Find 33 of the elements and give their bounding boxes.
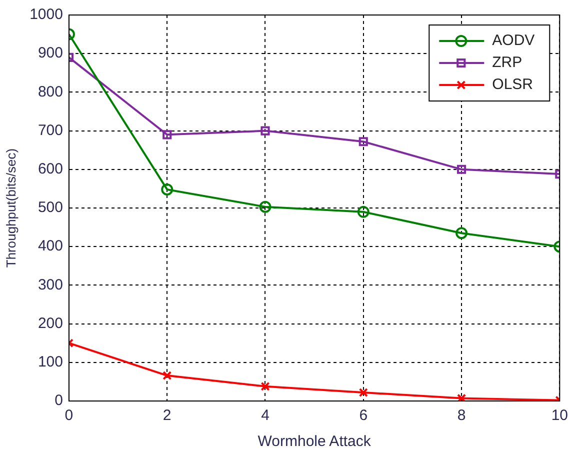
x-tick-label: 2 [162, 407, 172, 424]
y-tick-label: 100 [38, 354, 63, 371]
y-tick-label: 200 [38, 314, 63, 332]
point [358, 137, 368, 146]
point [456, 227, 468, 240]
point [161, 183, 174, 196]
y-tick-label: 800 [38, 83, 63, 100]
x-axis-title: Wormhole Attack [258, 433, 372, 450]
y-tick-label: 700 [38, 122, 63, 139]
x-tick-label: 8 [457, 407, 466, 424]
point [162, 370, 172, 380]
y-tick-label: 400 [38, 238, 63, 255]
y-tick-label: 900 [38, 44, 63, 62]
legend-label: ZRP [492, 54, 522, 72]
point [456, 164, 466, 174]
point [260, 126, 270, 136]
legend-label: OLSR [492, 76, 534, 94]
x-tick-label: 4 [261, 407, 270, 424]
point [259, 200, 272, 213]
point [358, 388, 368, 398]
x-tick-label: 6 [359, 407, 368, 424]
y-axis-title: Throughput(bits/sec) [3, 148, 18, 268]
y-tick-label: 1000 [30, 6, 63, 24]
point [357, 206, 370, 218]
point [260, 382, 270, 391]
point [162, 130, 172, 140]
y-tick-label: 300 [38, 276, 63, 294]
point [456, 394, 466, 401]
y-tick-label: 600 [38, 160, 63, 178]
x-tick-label: 10 [551, 407, 568, 424]
y-tick-label: 0 [54, 392, 63, 410]
y-tick-label: 500 [38, 199, 63, 216]
legend-label: AODV [492, 32, 535, 50]
